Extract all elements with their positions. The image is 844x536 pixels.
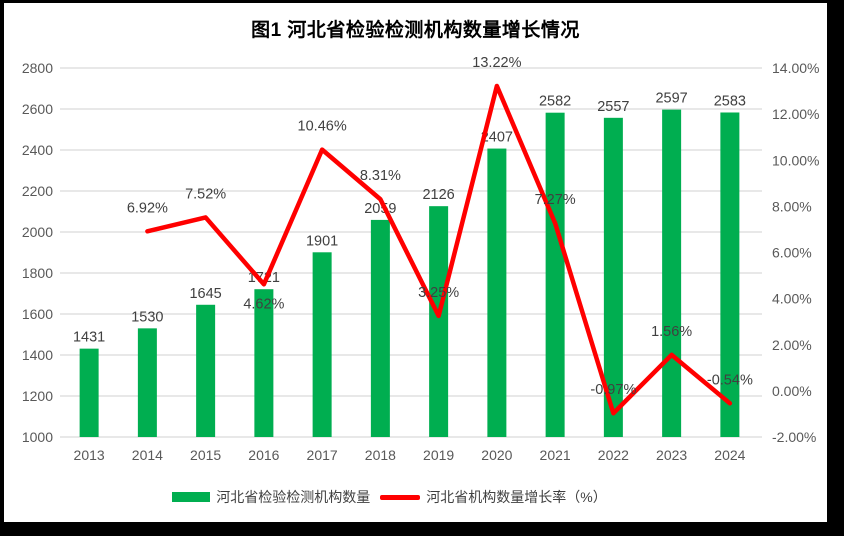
growth-point-label: 10.46%: [298, 119, 347, 135]
bar-value-label: 2582: [539, 94, 571, 110]
x-axis-tick: 2013: [74, 447, 105, 463]
bar-value-label: 2407: [481, 130, 513, 146]
x-axis-tick: 2020: [481, 447, 512, 463]
y-axis-tick-right: -2.00%: [772, 429, 816, 445]
bar-value-label: 1901: [306, 233, 338, 249]
growth-point-label: -0.54%: [707, 372, 753, 388]
x-axis-tick: 2019: [423, 447, 454, 463]
x-axis-tick: 2014: [132, 447, 163, 463]
legend-line-label: 河北省机构数量增长率（%）: [426, 489, 607, 505]
x-axis-tick: 2016: [248, 447, 279, 463]
bar-value-label: 2583: [714, 93, 746, 109]
y-axis-tick-left: 2800: [22, 60, 53, 76]
bar: [429, 206, 449, 437]
y-axis-tick-left: 1200: [22, 388, 53, 404]
x-axis-tick: 2021: [540, 447, 571, 463]
bar: [662, 109, 682, 438]
bar: [487, 148, 507, 437]
legend-bar-label: 河北省检验检测机构数量: [216, 489, 371, 505]
y-axis-tick-left: 1400: [22, 347, 53, 363]
bar-value-label: 1431: [73, 330, 105, 346]
chart-title: 图1 河北省检验检测机构数量增长情况: [251, 20, 580, 41]
bar: [370, 219, 390, 437]
bar: [720, 112, 740, 438]
y-axis-tick-left: 1600: [22, 306, 53, 322]
bar-value-label: 1645: [189, 286, 221, 302]
growth-point-label: 7.52%: [185, 186, 226, 202]
bar: [196, 304, 216, 437]
x-axis-tick: 2022: [598, 447, 629, 463]
growth-point-label: 13.22%: [472, 55, 521, 71]
y-axis-tick-left: 1000: [22, 429, 53, 445]
y-axis-tick-right: 2.00%: [772, 337, 812, 353]
bar: [137, 328, 157, 437]
y-axis-tick-left: 2600: [22, 101, 53, 117]
y-axis-tick-left: 1800: [22, 265, 53, 281]
x-axis-tick: 2024: [714, 447, 745, 463]
bar: [545, 112, 565, 437]
y-axis-tick-left: 2200: [22, 183, 53, 199]
x-axis-tick: 2023: [656, 447, 687, 463]
bar: [312, 252, 332, 437]
x-axis-tick: 2018: [365, 447, 396, 463]
y-axis-tick-right: 10.00%: [772, 152, 819, 168]
growth-point-label: 6.92%: [127, 200, 168, 216]
legend: 河北省检验检测机构数量 河北省机构数量增长率（%）: [0, 487, 801, 507]
growth-point-label: 4.62%: [243, 296, 284, 312]
growth-line: [145, 83, 733, 416]
y-axis-tick-right: 14.00%: [772, 60, 819, 76]
legend-line-swatch: [380, 494, 421, 500]
bar: [79, 348, 99, 437]
bar: [254, 289, 274, 437]
x-axis-tick: 2017: [307, 447, 338, 463]
growth-point-label: 1.56%: [651, 324, 692, 340]
bar-value-label: 2597: [655, 91, 687, 107]
y-axis-tick-right: 4.00%: [772, 291, 812, 307]
y-axis-tick-left: 2000: [22, 224, 53, 240]
y-axis-tick-right: 6.00%: [772, 245, 812, 261]
bar-value-label: 1530: [131, 309, 163, 325]
y-axis-tick-right: 8.00%: [772, 198, 812, 214]
x-axis-tick: 2015: [190, 447, 221, 463]
chart-canvas: 图1 河北省检验检测机构数量增长情况 1431 1530 1645 1721 1901 2…: [4, 3, 827, 522]
y-axis-tick-left: 2400: [22, 142, 53, 158]
growth-point-label: 8.31%: [360, 168, 401, 184]
growth-point-label: 7.27%: [535, 192, 576, 208]
y-axis-tick-right: 12.00%: [772, 106, 819, 122]
y-axis-tick-right: 0.00%: [772, 383, 812, 399]
bar-value-label: 2557: [597, 99, 629, 115]
growth-point-label: -0.97%: [590, 382, 636, 398]
growth-point-label: 3.25%: [418, 285, 459, 301]
bar: [603, 117, 623, 437]
legend-bar-swatch: [172, 492, 211, 502]
bar-value-label: 2126: [422, 187, 454, 203]
